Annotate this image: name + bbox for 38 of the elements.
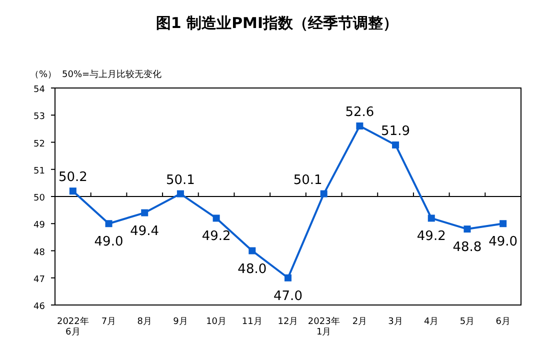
- x-tick-label: 2022年 6月: [56, 316, 89, 338]
- x-tick-label: 12月: [278, 317, 298, 327]
- y-tick-label: 48: [34, 248, 46, 258]
- x-tick-label: 7月: [101, 317, 116, 327]
- x-tick-label: 2月: [352, 317, 368, 327]
- x-tick-label: 9月: [173, 317, 188, 327]
- x-tick-label: 5月: [460, 317, 475, 327]
- x-tick-label: 4月: [424, 317, 439, 327]
- y-tick-label: 46: [34, 302, 46, 312]
- data-label: 48.8: [452, 240, 482, 256]
- y-axis-title: （%）: [30, 70, 57, 80]
- data-label: 49.2: [202, 229, 231, 244]
- data-label: 49.4: [130, 224, 160, 239]
- x-tick-label: 6月: [496, 317, 510, 327]
- data-label: 51.9: [381, 124, 410, 139]
- y-tick-label: 49: [34, 220, 46, 231]
- data-label: 52.6: [345, 104, 374, 120]
- text: 50%=与上月比较无变化: [62, 69, 162, 80]
- data-label: 50.2: [58, 170, 88, 186]
- x-tick-label: 8月: [137, 317, 152, 327]
- data-label: 50.1: [166, 172, 195, 188]
- data-label: 50.1: [293, 172, 322, 188]
- y-tick-label: 51: [34, 166, 45, 176]
- data-label: 49.0: [488, 234, 518, 250]
- data-label: 47.0: [274, 288, 302, 304]
- x-tick-label: 3月: [388, 317, 403, 327]
- y-tick-label: 52: [34, 139, 45, 150]
- data-label: 48.0: [238, 262, 267, 277]
- data-label: 49.2: [416, 229, 446, 244]
- data-label: 49.0: [94, 234, 124, 250]
- x-tick-label: 2023年 1月: [308, 316, 340, 338]
- x-tick-label: 10月: [206, 317, 227, 327]
- y-tick-label: 50: [34, 194, 46, 204]
- y-tick-label: 54: [34, 85, 46, 95]
- y-tick-label: 47: [34, 274, 45, 285]
- x-tick-label: 11月: [242, 317, 262, 327]
- chart-title: 图1 制造业PMI指数（经季节调整）: [156, 14, 398, 32]
- y-tick-label: 53: [34, 112, 45, 122]
